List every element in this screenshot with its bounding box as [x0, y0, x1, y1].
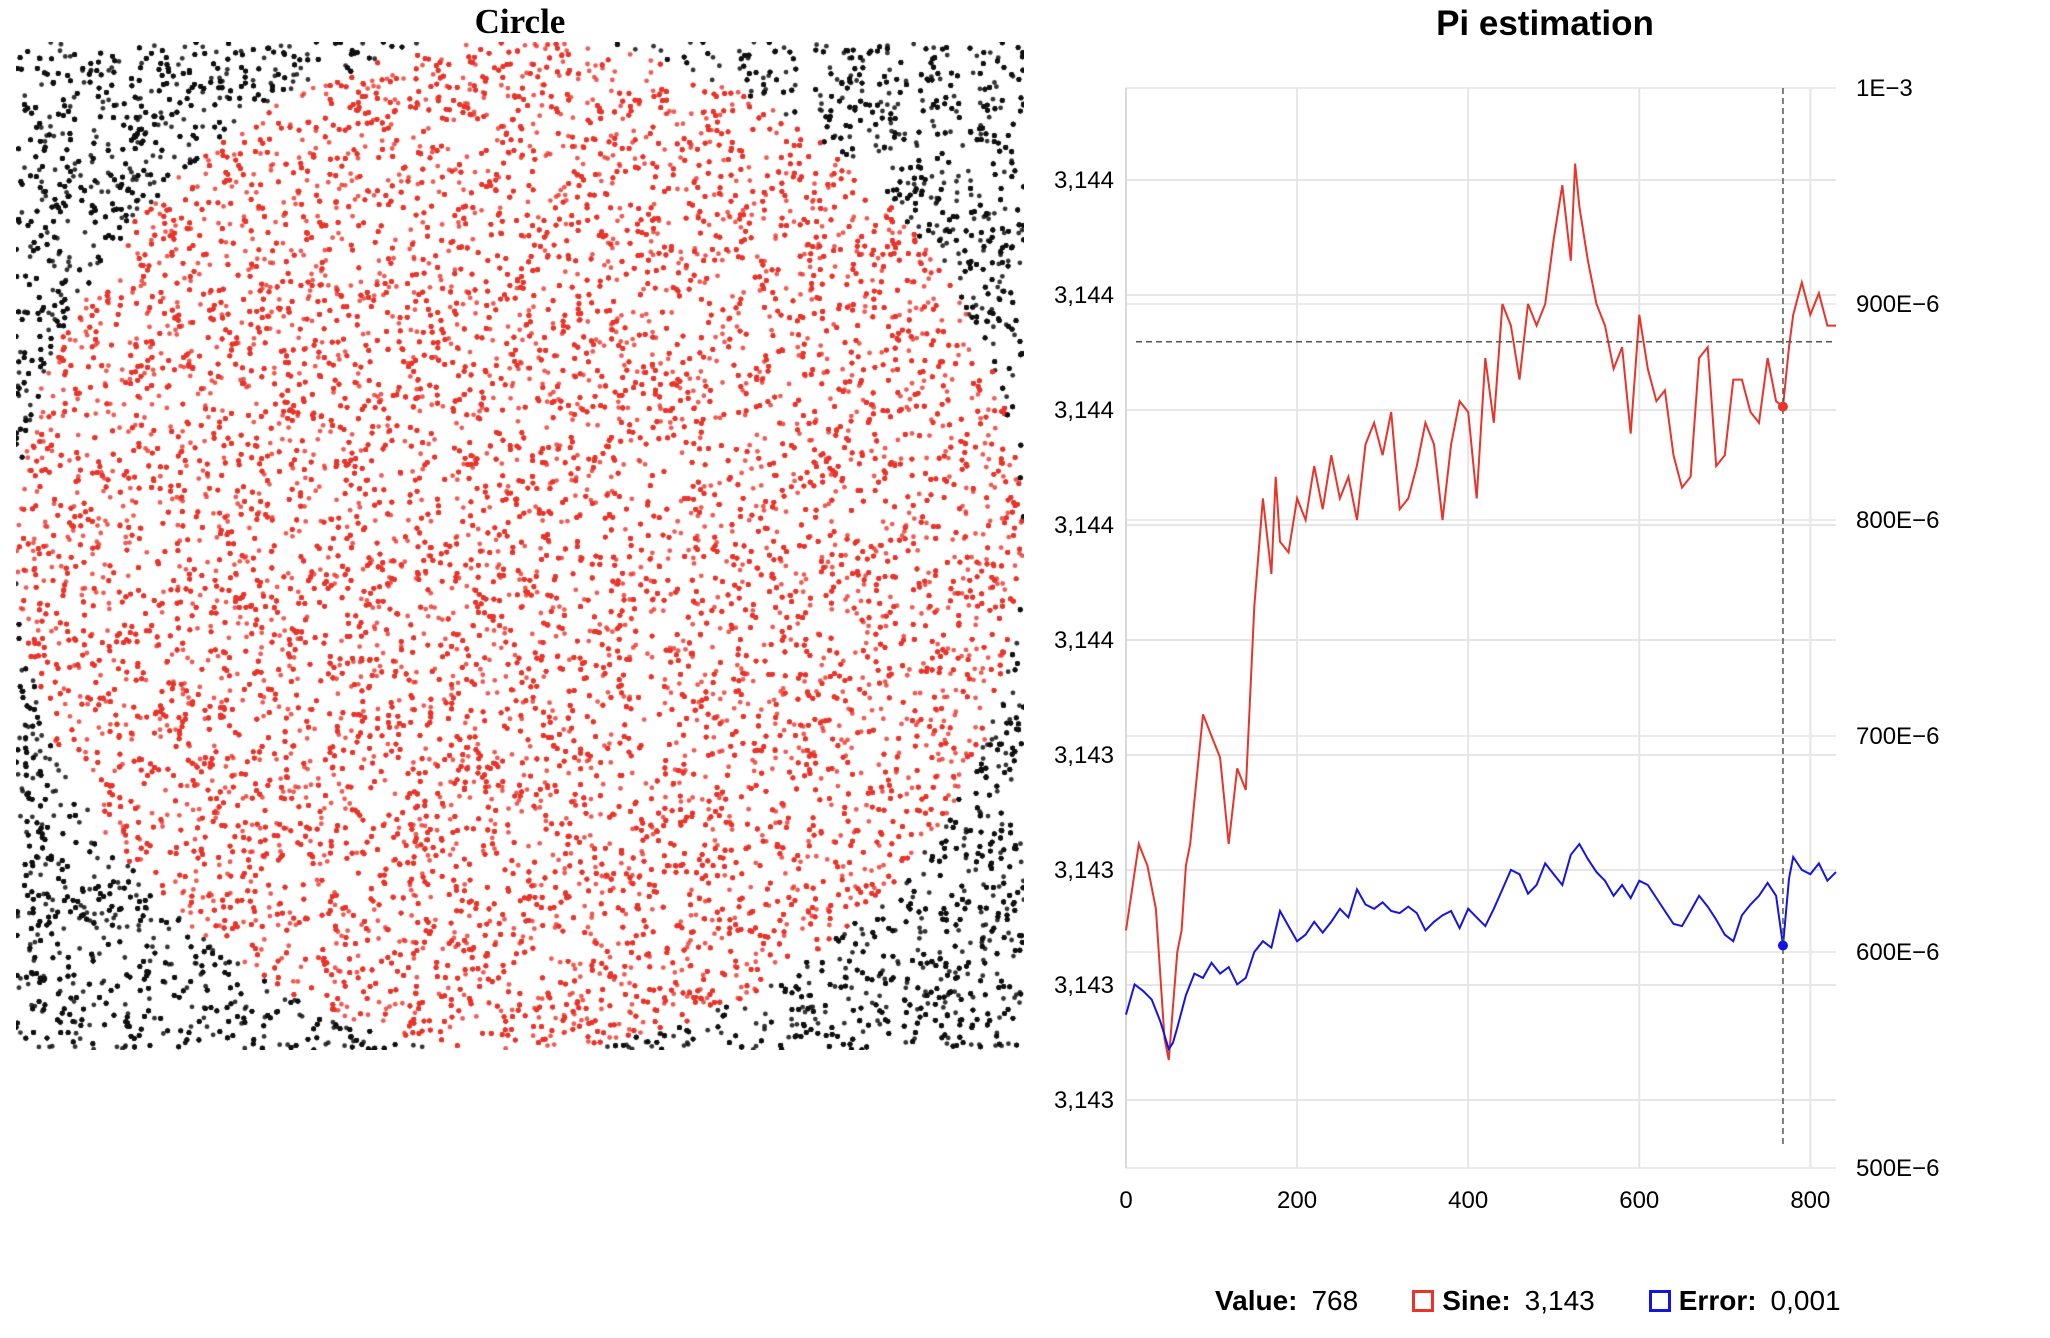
circle-chart-title: Circle [474, 2, 566, 41]
y-left-tick-label: 3,144 [1054, 627, 1114, 654]
pi-chart-title: Pi estimation [1436, 4, 1654, 43]
x-tick-label: 0 [1119, 1187, 1132, 1214]
cursor-point-error [1777, 940, 1788, 951]
series-line-sine [1125, 163, 1836, 1061]
x-tick-label: 400 [1448, 1187, 1488, 1214]
y-right-tick-label: 800E−6 [1856, 507, 1939, 534]
pi-estimation-chart[interactable]: 3,144 3,144 3,144 3,144 3,144 3,143 3,143 3,143… [1030, 60, 1990, 1220]
y-right-tick-label: 1E−3 [1856, 75, 1913, 102]
y-left-tick-label: 3,143 [1054, 1087, 1114, 1114]
x-tick-label: 800 [1790, 1187, 1830, 1214]
y-left-tick-label: 3,144 [1054, 167, 1114, 194]
x-tick-label: 200 [1277, 1187, 1317, 1214]
legend-value: 768 [1311, 1285, 1359, 1316]
y-right-tick-label: 500E−6 [1856, 1155, 1939, 1182]
y-left-tick-label: 3,144 [1054, 282, 1114, 309]
legend-error-label[interactable]: Error: [1678, 1285, 1757, 1316]
y-left-tick-label: 3,143 [1054, 742, 1114, 769]
series-line-error [1125, 842, 1837, 1052]
y-left-tick-label: 3,144 [1054, 512, 1114, 539]
y-right-tick-label: 600E−6 [1856, 939, 1939, 966]
legend-error-swatch[interactable] [1648, 1290, 1671, 1312]
circle-scatter-plot [16, 42, 1024, 1050]
legend-sine-swatch[interactable] [1412, 1290, 1435, 1312]
y-left-tick-label: 3,143 [1054, 857, 1114, 884]
legend-sine-label[interactable]: Sine: [1442, 1285, 1511, 1316]
cursor-point-sine [1777, 401, 1788, 412]
y-left-tick-label: 3,144 [1054, 397, 1114, 424]
y-left-tick-label: 3,143 [1054, 972, 1114, 999]
legend-error-value: 0,001 [1770, 1285, 1841, 1316]
chart-legend: Value: 768 Sine: 3,143 Error: 0,001 [1215, 1283, 1841, 1319]
x-tick-label: 600 [1619, 1187, 1659, 1214]
legend-sine-value: 3,143 [1524, 1285, 1595, 1316]
legend-value-label: Value: [1215, 1285, 1298, 1316]
y-right-tick-label: 700E−6 [1856, 723, 1939, 750]
y-right-tick-label: 900E−6 [1856, 291, 1939, 318]
